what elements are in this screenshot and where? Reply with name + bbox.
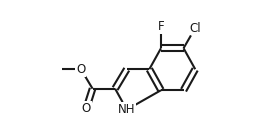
Text: NH: NH (118, 103, 136, 116)
Text: Cl: Cl (189, 22, 201, 34)
Text: O: O (82, 102, 91, 115)
Text: O: O (76, 63, 85, 76)
Text: F: F (158, 20, 164, 33)
